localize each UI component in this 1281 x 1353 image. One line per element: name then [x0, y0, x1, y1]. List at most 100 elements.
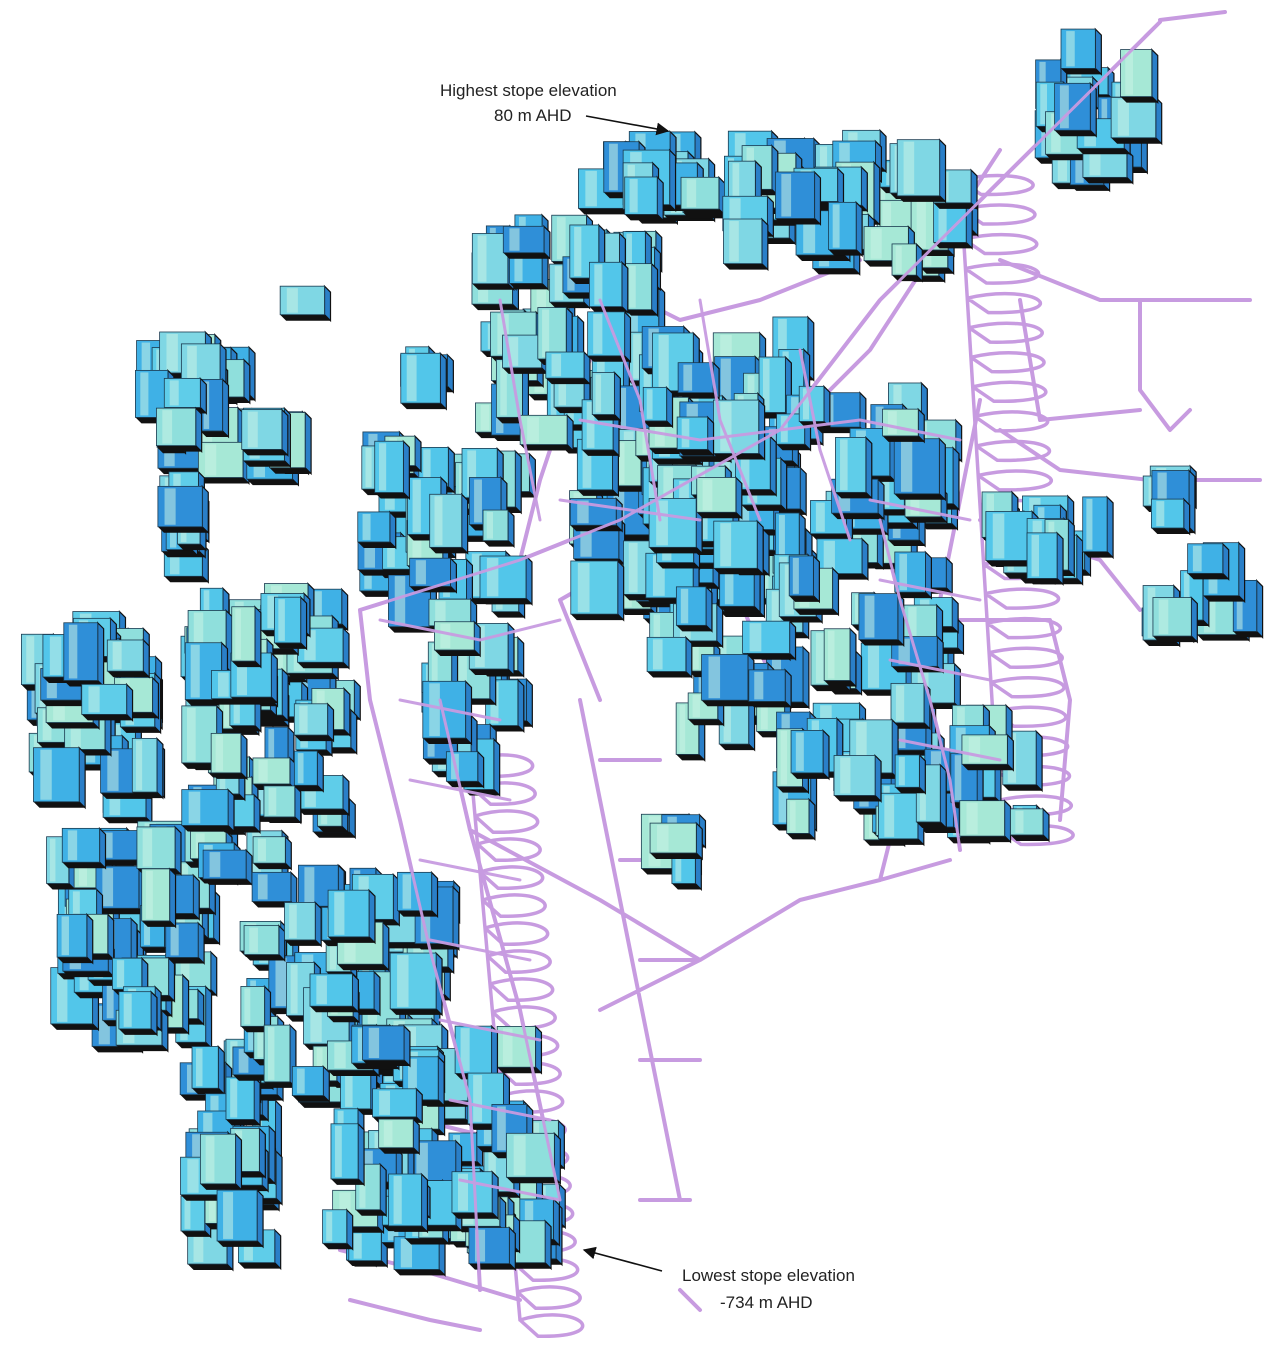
development-overlay [358, 20, 1162, 1292]
stope-block [1120, 48, 1159, 105]
stope-block [118, 990, 158, 1037]
stope-block [252, 835, 292, 871]
stope-block [225, 1075, 261, 1127]
stope-block [713, 519, 764, 576]
stope-block [502, 224, 551, 261]
stope-block [293, 749, 324, 793]
stope-block [106, 638, 150, 679]
stope-block [718, 697, 756, 752]
stope-block [165, 921, 205, 965]
stope-block [890, 681, 931, 731]
stope-block [263, 784, 302, 825]
stope-block [434, 620, 481, 658]
stope-block [63, 621, 105, 688]
stope-block [624, 175, 664, 222]
stope-block [330, 1122, 365, 1187]
stope-block [506, 1131, 561, 1185]
stope-block [284, 901, 322, 948]
stope-block [378, 1117, 420, 1156]
stope-block [675, 585, 713, 633]
stope-block [545, 350, 591, 386]
highest-stope-value: 80 m AHD [494, 106, 571, 125]
stope-block [816, 537, 869, 582]
stope-block [202, 848, 253, 887]
stope-block [1152, 596, 1198, 644]
lowest-stope-arrow [582, 1246, 663, 1272]
stope-block [372, 1087, 423, 1125]
stope-block [81, 682, 134, 722]
stope-block [348, 1230, 388, 1269]
stope-block [136, 825, 182, 876]
overlay-lines [358, 20, 1162, 1292]
stope-block [400, 351, 447, 411]
stope-block [835, 435, 873, 500]
stope-block [858, 592, 905, 648]
stope-block [519, 413, 574, 453]
stope-block [1026, 531, 1064, 586]
lowest-stope-annotation: Lowest stope elevation -734 m AHD [582, 1246, 855, 1312]
highest-stope-annotation: Highest stope elevation 80 m AHD [440, 81, 670, 136]
stope-block [894, 753, 926, 795]
stope-block [327, 888, 376, 945]
stope-block [156, 406, 203, 454]
stope-block [646, 635, 693, 679]
stope-block [1150, 497, 1191, 536]
stope-block [451, 1170, 499, 1221]
stope-block [199, 1132, 243, 1192]
stope-block [570, 559, 625, 622]
stope-blocks [20, 27, 1264, 1277]
stope-block [742, 619, 797, 661]
stope-block [157, 484, 209, 535]
stope-block [894, 550, 933, 600]
stope-block [388, 1172, 429, 1234]
stope-block [191, 1045, 225, 1096]
stope-block [1060, 27, 1102, 76]
stope-block [240, 984, 272, 1034]
stope-block [823, 627, 857, 688]
spiral-decline [468, 753, 585, 1338]
stope-block [649, 821, 703, 861]
stope-block [1082, 495, 1114, 560]
stope-block [56, 912, 94, 965]
stope-block [374, 439, 410, 500]
stope-block [429, 492, 469, 555]
highest-stope-arrow [585, 115, 670, 136]
highest-stope-title: Highest stope elevation [440, 81, 617, 100]
stope-block [357, 510, 397, 550]
stope-block [291, 1065, 330, 1103]
stope-block [696, 476, 743, 520]
stope-block [322, 1208, 354, 1251]
lowest-stope-value: -734 m AHD [720, 1293, 813, 1312]
stope-block [775, 170, 822, 226]
stope-block [680, 175, 726, 217]
stope-block [882, 407, 925, 444]
stope-block [362, 1024, 411, 1068]
stope-block [95, 864, 146, 916]
stope-block [790, 728, 830, 781]
stope-block [788, 554, 820, 604]
stope-block [748, 668, 792, 709]
stope-block [642, 385, 674, 429]
stope-block [482, 508, 515, 549]
stope-block [828, 200, 863, 258]
stope-block [210, 731, 248, 781]
stope-block [624, 262, 659, 318]
stope-block [293, 702, 335, 743]
stope-block [279, 284, 332, 323]
lowest-stope-title: Lowest stope elevation [682, 1266, 855, 1285]
stope-block [1187, 542, 1230, 581]
stope-block [61, 826, 107, 870]
stope-block [713, 398, 766, 461]
stope-block [141, 867, 177, 929]
stope-block [589, 260, 629, 315]
stope-block [1110, 95, 1163, 146]
stope-block [243, 924, 286, 962]
stope-block [297, 626, 350, 670]
stope-block [251, 870, 298, 909]
stope-block [833, 754, 882, 803]
stope-block [893, 437, 946, 502]
stope-block [723, 217, 769, 272]
stope-block [896, 138, 947, 204]
stope-block [701, 653, 755, 708]
